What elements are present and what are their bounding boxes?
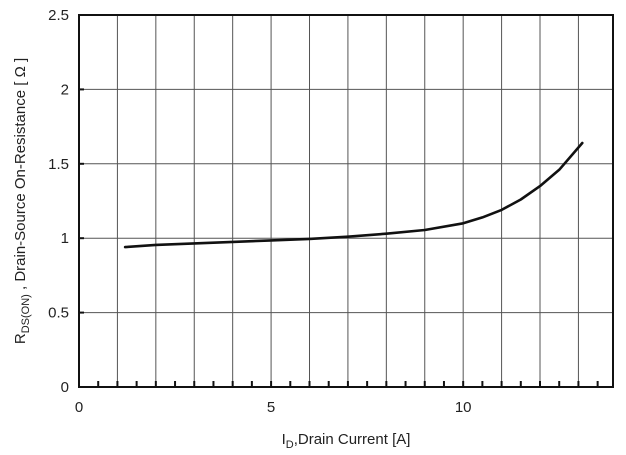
x-axis-title-subscript: D	[286, 439, 294, 451]
minor-ticks	[97, 381, 599, 387]
x-axis-title-main: I	[282, 431, 286, 448]
plot-area-frame	[78, 14, 614, 388]
y-tick-label: 2	[61, 81, 69, 98]
y-axis-title: RDS(ON) , Drain-Source On-Resistance [ Ω…	[12, 58, 32, 344]
y-tick-label: 0.5	[48, 305, 69, 322]
y-tick-label: 1	[61, 230, 69, 247]
y-tick-label: 0	[61, 379, 69, 396]
grid	[79, 15, 613, 387]
x-tick-label: 0	[75, 399, 83, 416]
x-tick-label: 10	[455, 399, 472, 416]
x-axis-ticks: 0 5 10	[75, 399, 472, 416]
y-axis-title-rest: , Drain-Source On-Resistance [ Ω ]	[12, 58, 29, 294]
y-axis-title-subscript: DS(ON)	[20, 294, 32, 333]
x-axis-title-rest: ,Drain Current [A]	[294, 431, 411, 448]
x-tick-label: 5	[267, 399, 275, 416]
y-tick-label: 1.5	[48, 156, 69, 173]
y-axis-ticks: 0 0.5 1 1.5 2 2.5	[48, 7, 84, 396]
y-axis-title-main: R	[12, 333, 29, 344]
series-layer	[123, 141, 584, 249]
y-tick-label: 2.5	[48, 7, 69, 24]
x-axis-title: ID,Drain Current [A]	[282, 431, 411, 451]
series-line	[123, 141, 584, 249]
